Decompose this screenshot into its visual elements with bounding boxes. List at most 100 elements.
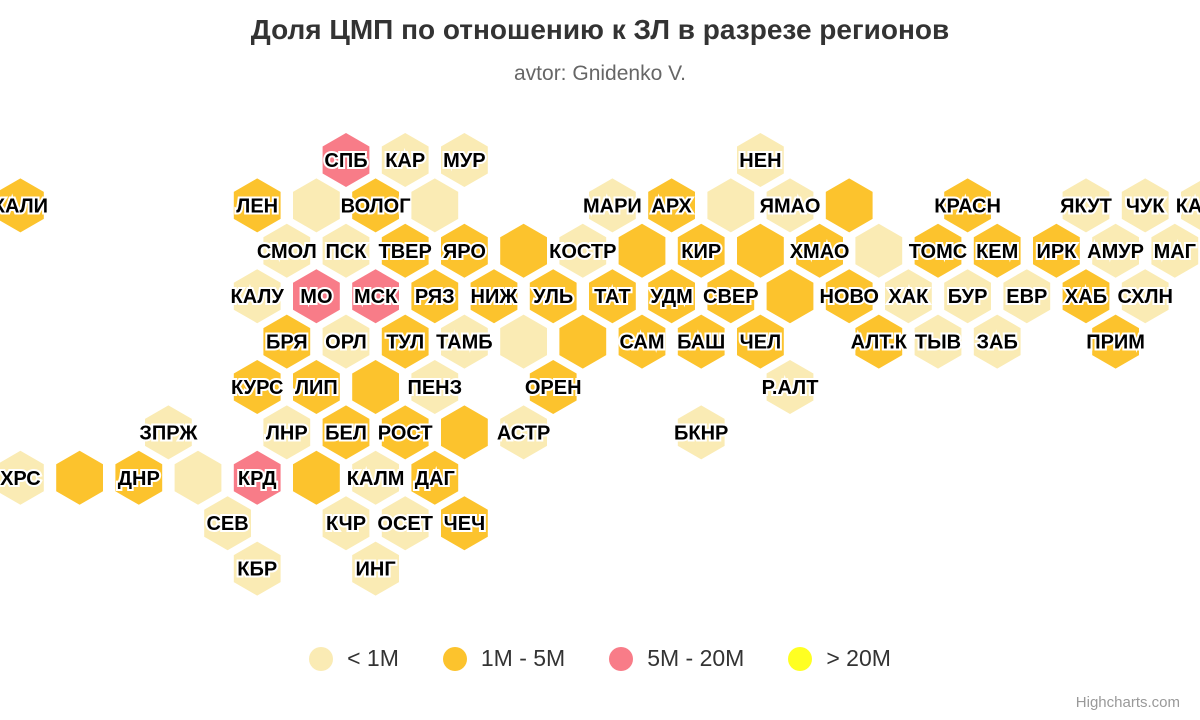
hex-tile[interactable]: ЛЕН [233,178,281,233]
hex-tile[interactable] [707,178,755,233]
hex-cell[interactable] [233,269,281,324]
hex-cell[interactable] [914,314,962,369]
hex-cell[interactable] [589,178,636,233]
hex-tile[interactable]: ОРЕН [523,360,584,414]
hex-tile[interactable]: УДМ [648,269,695,324]
hex-tile[interactable]: ЗПРЖ [137,405,200,460]
hex-tile[interactable] [293,178,340,233]
hex-cell[interactable] [145,405,192,460]
hex-tile[interactable]: КИР [677,223,725,278]
hex-tile[interactable] [855,223,903,278]
hex-cell[interactable] [322,223,370,278]
hex-tile[interactable]: НИЖ [469,269,520,324]
hex-cell[interactable] [677,405,725,460]
hex-cell[interactable] [707,269,755,324]
hex-cell[interactable] [1003,269,1051,324]
hex-tile[interactable] [618,223,666,278]
hex-tile[interactable]: ИРК [1033,223,1080,278]
hex-cell[interactable] [1062,178,1110,233]
hex-tile[interactable]: МАРИ [581,178,644,233]
hex-cell[interactable] [263,405,311,460]
hex-cell[interactable] [1092,223,1139,278]
hex-cell[interactable] [411,178,459,233]
hex-tile[interactable]: КБР [233,541,281,596]
hex-cell[interactable] [973,223,1021,278]
hex-cell[interactable] [233,360,281,414]
hex-tile[interactable]: ЧЕЛ [737,314,784,369]
hex-cell[interactable] [825,178,873,233]
hex-tile[interactable] [441,405,488,460]
credits-link[interactable]: Highcharts.com [1075,694,1180,711]
hex-tile[interactable]: ХРС [0,450,44,505]
hex-tile[interactable] [56,450,103,505]
hex-cell[interactable] [233,178,281,233]
hex-cell[interactable] [1033,223,1080,278]
hex-tile[interactable]: БРЯ [263,314,311,369]
hex-cell[interactable] [411,269,459,324]
hex-tile[interactable] [411,178,459,233]
hex-cell[interactable] [677,314,725,369]
hex-tile[interactable]: СВЕР [701,269,761,324]
hex-cell[interactable] [0,450,44,505]
hex-tile[interactable]: АСТР [495,405,552,460]
hex-tile[interactable] [352,360,399,414]
hex-cell[interactable] [441,314,488,369]
hex-cell[interactable] [796,223,843,278]
hex-cell[interactable] [855,223,903,278]
hex-tile[interactable]: БУР [944,269,991,324]
hex-cell[interactable] [441,496,488,551]
hex-cell[interactable] [529,360,577,414]
hex-cell[interactable] [293,269,340,324]
hex-cell[interactable] [381,405,429,460]
legend-item-gt20m[interactable]: > 20M [788,645,891,672]
hex-tile[interactable]: УЛЬ [529,269,577,324]
hex-cell[interactable] [352,360,399,414]
hex-cell[interactable] [411,450,459,505]
hex-cell[interactable] [470,269,518,324]
hex-cell[interactable] [559,314,607,369]
hex-tile[interactable]: ТЫВ [913,314,963,369]
hex-cell[interactable] [707,178,755,233]
hex-cell[interactable] [0,178,44,233]
hex-cell[interactable] [293,360,340,414]
hex-cell[interactable] [352,269,399,324]
hex-cell[interactable] [441,223,488,278]
hex-cell[interactable] [944,178,991,233]
hex-tile[interactable] [174,450,222,505]
hex-tile[interactable]: ЯРО [441,223,488,278]
hex-tile[interactable]: ПРИМ [1084,314,1147,369]
hex-tile[interactable]: БЕЛ [322,405,370,460]
hex-tile[interactable] [559,314,607,369]
hex-cell[interactable] [411,360,459,414]
hex-cell[interactable] [115,450,163,505]
hex-tile[interactable]: ЛИП [293,360,340,414]
hex-cell[interactable] [381,133,429,187]
hex-cell[interactable] [766,360,814,414]
hex-tile[interactable]: КРД [233,450,281,505]
hex-cell[interactable] [618,223,666,278]
hex-cell[interactable] [204,496,251,551]
hex-tile[interactable] [293,450,340,505]
hex-tile[interactable]: КРАСН [932,178,1003,233]
hex-tile[interactable]: КАМЧ [1174,178,1200,232]
hex-cell[interactable] [500,314,547,369]
hex-cell[interactable] [500,405,547,460]
hex-tile[interactable]: ОСЕТ [375,496,435,551]
hex-cell[interactable] [766,269,814,324]
hex-cell[interactable] [293,450,340,505]
hex-cell[interactable] [825,269,873,324]
hex-tile[interactable]: СХЛН [1115,269,1175,324]
hex-tile[interactable]: ЧЕЧ [441,496,488,551]
hex-cell[interactable] [352,541,399,596]
hex-cell[interactable] [1062,269,1110,324]
hex-tile[interactable]: ПСК [322,223,370,278]
hex-tile[interactable]: КУРС [229,360,285,414]
hex-tile[interactable]: ЯМАО [758,178,822,233]
hex-cell[interactable] [381,314,429,369]
hex-tile[interactable]: КАЛУ [229,269,286,324]
hex-tile[interactable]: БАШ [675,314,727,369]
hex-tile[interactable] [737,223,784,278]
hex-tile[interactable]: НОВО [817,269,881,324]
hex-tile[interactable]: АМУР [1085,223,1146,278]
hex-cell[interactable] [233,450,281,505]
